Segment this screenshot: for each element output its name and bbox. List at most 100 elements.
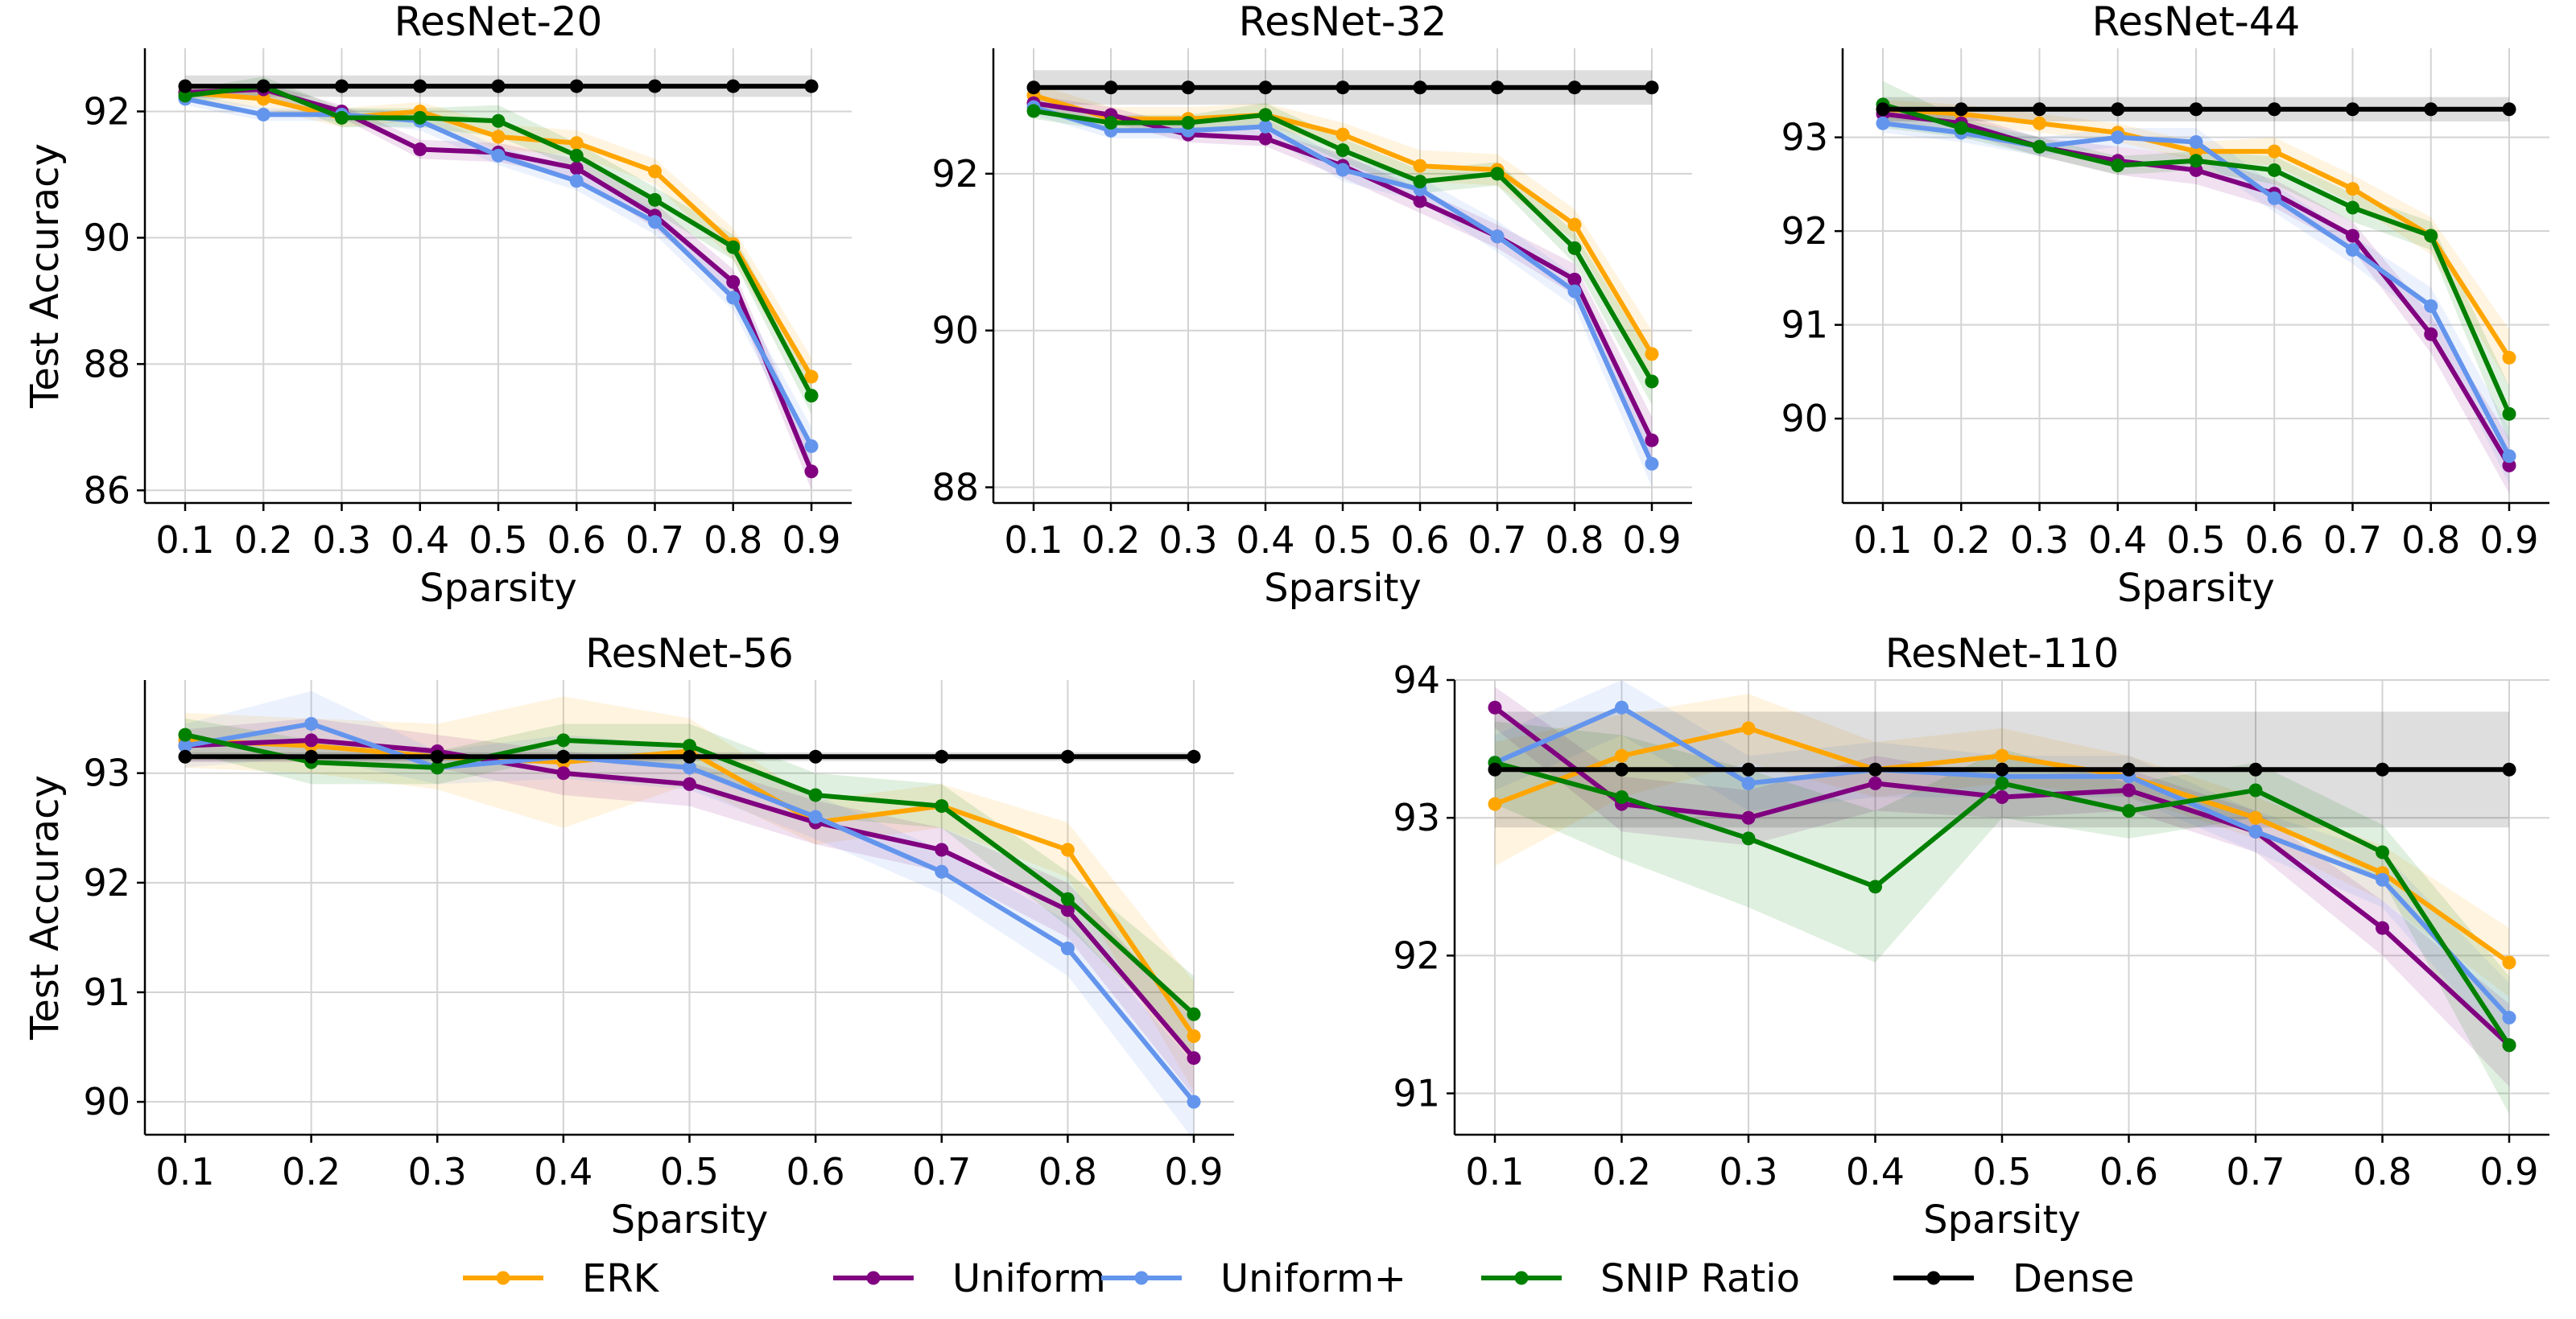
point-dense bbox=[1187, 749, 1201, 764]
x-tick-label: 0.8 bbox=[2353, 1150, 2412, 1193]
point-uniform bbox=[1741, 776, 1756, 790]
x-tick-label: 0.1 bbox=[155, 518, 214, 562]
y-tick-label: 92 bbox=[1781, 209, 1828, 253]
x-tick-label: 0.5 bbox=[660, 1150, 719, 1193]
point-dense bbox=[1876, 102, 1890, 117]
point-uniform bbox=[1741, 810, 1756, 825]
panel-resnet-20: 0.1 0.2 0.3 0.4 0.5 0.6 0.7 0.8 0.9 86 88 90 92 ResNe… bbox=[23, 0, 852, 611]
x-tick-label: 0.5 bbox=[469, 518, 527, 562]
point-uniform bbox=[2111, 130, 2125, 145]
y-tick-label: 92 bbox=[931, 152, 979, 196]
panel-resnet-44: 0.1 0.2 0.3 0.4 0.5 0.6 0.7 0.8 0.9 90 91 92 93 ResNe… bbox=[1781, 0, 2549, 611]
point-uniform bbox=[1615, 700, 1629, 715]
legend: ERK Uniform Uniform+ SNIP Ratio Dense bbox=[463, 1256, 2134, 1301]
point-snip-ratio bbox=[413, 110, 427, 125]
x-tick-label: 0.6 bbox=[2099, 1150, 2158, 1193]
series-dense bbox=[1026, 80, 1659, 95]
point-snip-ratio bbox=[335, 110, 349, 125]
x-axis-label: Sparsity bbox=[2117, 566, 2275, 611]
point-snip-ratio bbox=[1567, 241, 1582, 255]
series-snip-ratio bbox=[178, 79, 819, 403]
point-uniform bbox=[1645, 456, 1659, 471]
x-tick-label: 0.2 bbox=[234, 518, 293, 562]
point-uniform bbox=[556, 766, 571, 781]
point-dense bbox=[1868, 762, 1882, 777]
point-erk bbox=[1413, 159, 1427, 173]
point-uniform bbox=[2248, 824, 2263, 839]
point-uniform bbox=[569, 161, 584, 175]
x-tick-label: 0.1 bbox=[1465, 1150, 1524, 1193]
point-dense bbox=[1645, 80, 1659, 95]
x-tick-label: 0.3 bbox=[2010, 518, 2069, 562]
point-dense bbox=[1995, 762, 2009, 777]
point-snip-ratio bbox=[2111, 159, 2125, 173]
y-tick-label: 90 bbox=[83, 216, 130, 259]
point-dense bbox=[413, 79, 427, 93]
legend-item-erk: ERK bbox=[463, 1256, 660, 1301]
point-erk bbox=[1488, 797, 1502, 811]
x-tick-label: 0.5 bbox=[1313, 518, 1372, 562]
point-dense bbox=[1567, 80, 1582, 95]
x-tick-label: 0.3 bbox=[1158, 518, 1217, 562]
point-uniform bbox=[1060, 903, 1075, 917]
point-erk bbox=[1615, 748, 1629, 763]
y-tick-label: 92 bbox=[83, 89, 130, 133]
y-tick-label: 86 bbox=[83, 468, 130, 512]
point-snip-ratio bbox=[178, 89, 192, 103]
point-dense bbox=[335, 79, 349, 93]
band-uniform bbox=[1495, 686, 2509, 1087]
point-dense bbox=[1490, 80, 1505, 95]
point-uniform bbox=[2189, 134, 2203, 149]
x-tick-label: 0.1 bbox=[1004, 518, 1063, 562]
x-tick-label: 0.7 bbox=[912, 1150, 971, 1193]
y-tick-label: 93 bbox=[1781, 116, 1828, 159]
panel-resnet-110: 0.1 0.2 0.3 0.4 0.5 0.6 0.7 0.8 0.9 91 92 93 94 ResNe… bbox=[1393, 630, 2549, 1243]
legend-item-dense: Dense bbox=[1893, 1256, 2134, 1301]
point-dense bbox=[648, 79, 662, 93]
point-snip-ratio bbox=[1026, 104, 1041, 118]
x-axis-label: Sparsity bbox=[611, 1197, 769, 1243]
y-tick-label: 93 bbox=[1393, 796, 1440, 839]
point-snip-ratio bbox=[804, 389, 819, 403]
point-snip-ratio bbox=[1645, 374, 1659, 389]
x-tick-label: 0.2 bbox=[1592, 1150, 1651, 1193]
legend-marker bbox=[866, 1271, 881, 1285]
point-dense bbox=[569, 79, 584, 93]
x-tick-label: 0.8 bbox=[1038, 1150, 1097, 1193]
x-tick-label: 0.1 bbox=[1853, 518, 1912, 562]
x-tick-label: 0.2 bbox=[1932, 518, 1991, 562]
y-tick-label: 92 bbox=[1393, 934, 1440, 977]
point-uniform bbox=[2424, 299, 2438, 313]
point-dense bbox=[2502, 102, 2516, 117]
series-snip-ratio bbox=[178, 728, 1201, 1021]
point-erk bbox=[804, 369, 819, 384]
point-uniform bbox=[2122, 783, 2136, 798]
point-snip-ratio bbox=[935, 799, 949, 814]
point-uniform bbox=[304, 716, 319, 731]
x-tick-label: 0.8 bbox=[704, 518, 762, 562]
point-uniform bbox=[1490, 229, 1505, 244]
x-tick-label: 0.4 bbox=[534, 1150, 592, 1193]
point-dense bbox=[1741, 762, 1756, 777]
point-snip-ratio bbox=[2267, 163, 2281, 177]
point-uniform bbox=[256, 107, 270, 122]
legend-item-uniform: Uniform bbox=[833, 1256, 1106, 1301]
legend-label: SNIP Ratio bbox=[1600, 1256, 1800, 1301]
point-erk bbox=[1645, 347, 1659, 361]
point-dense bbox=[1181, 80, 1195, 95]
point-uniform bbox=[1567, 284, 1582, 299]
series-snip-ratio bbox=[1026, 104, 1659, 389]
point-uniform bbox=[1060, 942, 1075, 956]
point-snip-ratio bbox=[808, 788, 823, 802]
point-snip-ratio bbox=[178, 728, 192, 742]
point-dense bbox=[683, 749, 696, 764]
x-tick-label: 0.7 bbox=[1468, 518, 1526, 562]
point-dense bbox=[1104, 80, 1118, 95]
x-tick-label: 0.9 bbox=[2479, 518, 2538, 562]
panel-title: ResNet-32 bbox=[1239, 0, 1447, 45]
x-tick-label: 0.1 bbox=[155, 1150, 214, 1193]
point-erk bbox=[491, 130, 506, 144]
series-uniform bbox=[1026, 100, 1659, 471]
point-uniform bbox=[491, 148, 506, 163]
